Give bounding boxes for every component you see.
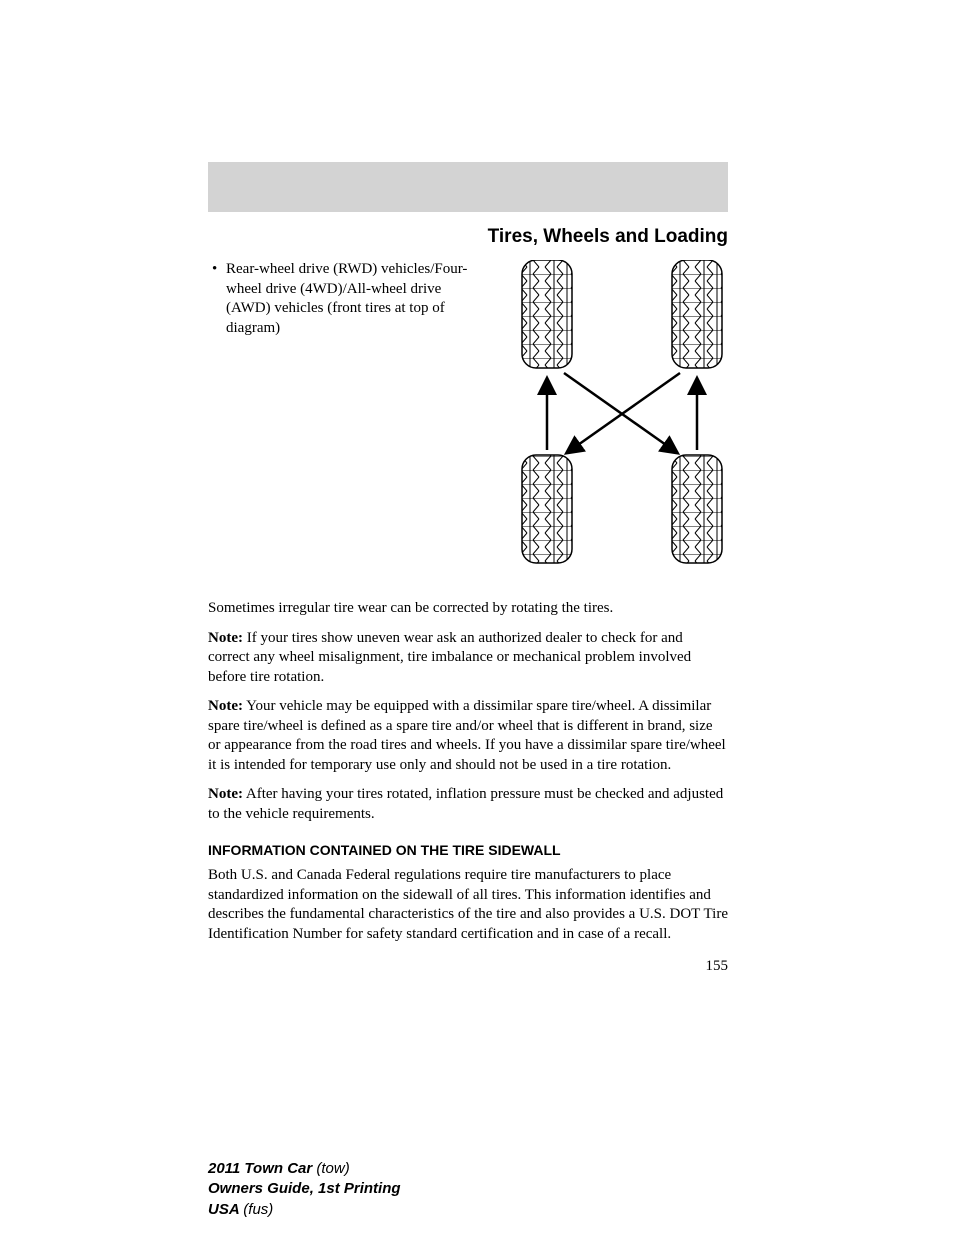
top-section: Rear-wheel drive (RWD) vehicles/Four-whe… bbox=[208, 260, 728, 575]
header-gray-bar bbox=[208, 162, 728, 212]
tire-icon bbox=[672, 260, 722, 368]
footer: 2011 Town Car (tow) Owners Guide, 1st Pr… bbox=[208, 1159, 401, 1220]
bullet-text: Rear-wheel drive (RWD) vehicles/Four-whe… bbox=[208, 260, 476, 575]
footer-model: 2011 Town Car bbox=[208, 1160, 316, 1177]
note-text: If your tires show uneven wear ask an au… bbox=[208, 630, 691, 685]
footer-country: USA bbox=[208, 1201, 243, 1218]
page-number: 155 bbox=[208, 958, 728, 975]
note-label: Note: bbox=[208, 698, 243, 714]
tire-rotation-diagram bbox=[492, 260, 742, 575]
note-paragraph: Note: After having your tires rotated, i… bbox=[208, 785, 728, 824]
footer-model-code: (tow) bbox=[316, 1160, 349, 1177]
note-label: Note: bbox=[208, 630, 243, 646]
section-heading: INFORMATION CONTAINED ON THE TIRE SIDEWA… bbox=[208, 842, 728, 858]
note-paragraph: Note: If your tires show uneven wear ask… bbox=[208, 629, 728, 688]
note-paragraph: Note: Your vehicle may be equipped with … bbox=[208, 697, 728, 775]
note-text: Your vehicle may be equipped with a diss… bbox=[208, 698, 726, 773]
paragraph: Sometimes irregular tire wear can be cor… bbox=[208, 599, 728, 619]
tire-icon bbox=[522, 455, 572, 563]
footer-country-code: (fus) bbox=[243, 1201, 273, 1218]
page-content: Tires, Wheels and Loading Rear-wheel dri… bbox=[208, 226, 728, 975]
tire-icon bbox=[672, 455, 722, 563]
arrow-icon bbox=[564, 373, 676, 452]
arrow-icon bbox=[568, 373, 680, 452]
note-label: Note: bbox=[208, 786, 243, 802]
paragraph: Both U.S. and Canada Federal regulations… bbox=[208, 866, 728, 944]
note-text: After having your tires rotated, inflati… bbox=[208, 786, 723, 822]
tire-icon bbox=[522, 260, 572, 368]
footer-guide: Owners Guide, 1st Printing bbox=[208, 1179, 401, 1199]
page-title: Tires, Wheels and Loading bbox=[208, 226, 728, 248]
